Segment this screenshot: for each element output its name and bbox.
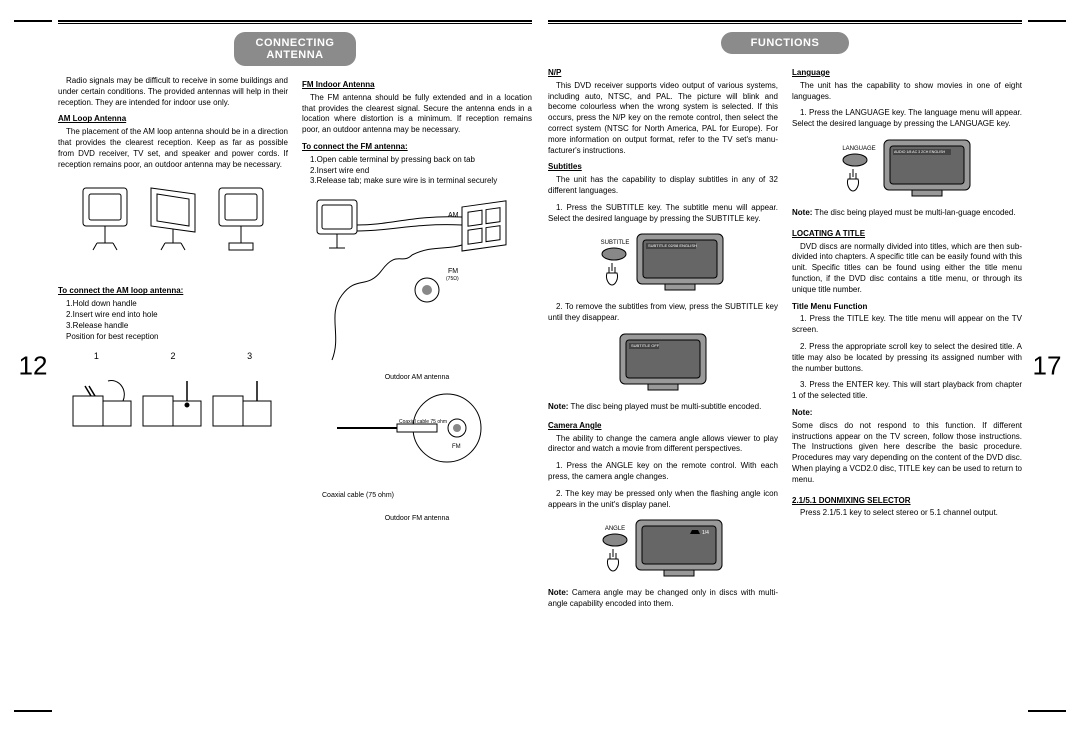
right-col1: N/P This DVD receiver supports video out… xyxy=(548,64,778,610)
step-numbers: 1 2 3 xyxy=(58,350,288,362)
sub-heading: Subtitles xyxy=(548,162,778,173)
left-page: 1 2 CONNECTINGANTENNA Radio signals may b… xyxy=(18,20,540,712)
right-header: FUNCTIONS xyxy=(721,32,850,54)
subtitle-tv-row: SUBTITLE SUBTITLE 02/08 ENGLISH xyxy=(548,232,778,294)
svg-text:FM: FM xyxy=(448,268,458,275)
conn-fm-heading: To connect the FM antenna: xyxy=(302,142,532,153)
angle-button-icon xyxy=(602,533,628,547)
note-heading: Note: xyxy=(792,408,1022,419)
fm-step3: 3.Release tab; make sure wire is in term… xyxy=(302,176,532,187)
left-header: CONNECTINGANTENNA xyxy=(234,32,357,66)
lang-t2: 1. Press the LANGUAGE key. The language … xyxy=(792,108,1022,130)
np-heading: N/P xyxy=(548,68,778,79)
sub-t2: 1. Press the SUBTITLE key. The subtitle … xyxy=(548,203,778,225)
top-rule xyxy=(58,20,532,24)
tm-t2: 2. Press the appropriate scroll key to s… xyxy=(792,342,1022,374)
np-text: This DVD receiver supports video output … xyxy=(548,81,778,157)
coax-cap: Coaxial cable (75 ohm) xyxy=(322,491,532,500)
am-heading: AM Loop Antenna xyxy=(58,114,288,125)
antenna-diagram: AM FM (75Ω) xyxy=(302,195,532,365)
subtitle-button-icon xyxy=(601,247,627,261)
angle-label: ANGLE xyxy=(602,525,628,533)
svg-text:AUDIO 1/8 AC 3 2CH ENGLISH: AUDIO 1/8 AC 3 2CH ENGLISH xyxy=(894,150,946,154)
tv-icon-2: SUBTITLE OFF xyxy=(618,332,708,394)
tm-t3: 3. Press the ENTER key. This will start … xyxy=(792,380,1022,402)
svg-text:AM: AM xyxy=(448,212,459,219)
svg-text:SUBTITLE 02/08 ENGLISH: SUBTITLE 02/08 ENGLISH xyxy=(648,243,697,248)
page-number-left: 12 xyxy=(14,351,52,382)
svg-text:FM: FM xyxy=(452,444,461,450)
don-heading: 2.1/5.1 DONMIXING SELECTOR xyxy=(792,496,1022,507)
subtitle-off-tv-row: SUBTITLE OFF xyxy=(548,332,778,394)
intro-text: Radio signals may be difficult to receiv… xyxy=(58,76,288,108)
cam-note: Note: Camera angle may be changed only i… xyxy=(548,588,778,610)
am-step2: 2.Insert wire end into hole xyxy=(58,310,288,321)
subtitle-label: SUBTITLE xyxy=(601,239,630,247)
am-text: The placement of the AM loop antenna sho… xyxy=(58,127,288,170)
sub-note-text: The disc being played must be multi-subt… xyxy=(571,402,762,411)
lang-note: Note: The disc being played must be mult… xyxy=(792,208,1022,219)
loc-text: DVD discs are normally divided into titl… xyxy=(792,242,1022,296)
am-step1: 1.Hold down handle xyxy=(58,299,288,310)
svg-text:SUBTITLE OFF: SUBTITLE OFF xyxy=(631,343,660,348)
am-loop-figure xyxy=(58,178,288,278)
am-steps-figure xyxy=(58,371,288,441)
step-n2: 2 xyxy=(170,350,175,362)
sub-t3: 2. To remove the subtitles from view, pr… xyxy=(548,302,778,324)
cam-t1: The ability to change the camera angle a… xyxy=(548,434,778,456)
tm-t1: 1. Press the TITLE key. The title menu w… xyxy=(792,314,1022,336)
lang-t1: The unit has the capability to show movi… xyxy=(792,81,1022,103)
fm-step1: 1.Open cable terminal by pressing back o… xyxy=(302,155,532,166)
page-number-right: 17 xyxy=(1028,351,1066,382)
left-header-l1: CONNECTING xyxy=(256,37,335,49)
sub-t1: The unit has the capability to display s… xyxy=(548,175,778,197)
am-step3: 3.Release handle xyxy=(58,321,288,332)
angle-tv-row: ANGLE 1/4 xyxy=(548,518,778,580)
outdoor-fm-figure: Coaxial cable 75 ohm FM xyxy=(302,393,532,483)
don-text: Press 2.1/5.1 key to select stereo or 5.… xyxy=(792,508,1022,519)
svg-text:(75Ω): (75Ω) xyxy=(446,276,459,282)
cam-t3: 2. The key may be pressed only when the … xyxy=(548,489,778,511)
sub-note: Note: The disc being played must be mult… xyxy=(548,402,778,413)
left-col1: Radio signals may be difficult to receiv… xyxy=(58,76,288,523)
language-button-icon xyxy=(842,153,868,167)
step-n1: 1 xyxy=(94,350,99,362)
tv-icon: SUBTITLE 02/08 ENGLISH xyxy=(635,232,725,294)
svg-text:1/4: 1/4 xyxy=(702,530,709,536)
tv-icon-4: AUDIO 1/8 AC 3 2CH ENGLISH xyxy=(882,138,972,200)
fm-text: The FM antenna should be fully extended … xyxy=(302,93,532,136)
hand-icon xyxy=(601,261,623,287)
svg-text:Coaxial cable 75 ohm: Coaxial cable 75 ohm xyxy=(399,419,447,425)
language-tv-row: LANGUAGE AUDIO 1/8 AC 3 2CH ENGLISH xyxy=(792,138,1022,200)
lang-heading: Language xyxy=(792,68,1022,79)
lang-note-text: The disc being played must be multi-lan-… xyxy=(815,208,1016,217)
fm-step2: 2.Insert wire end xyxy=(302,166,532,177)
cam-t2: 1. Press the ANGLE key on the remote con… xyxy=(548,461,778,483)
left-header-l2: ANTENNA xyxy=(266,49,323,61)
right-page: 17 FUNCTIONS N/P This DVD receiver suppo… xyxy=(540,20,1062,712)
top-rule-r xyxy=(548,20,1022,24)
hand-icon-3 xyxy=(842,167,864,193)
fm-heading: FM Indoor Antenna xyxy=(302,80,532,91)
conn-am-heading: To connect the AM loop antenna: xyxy=(58,286,288,297)
am-step4: Position for best reception xyxy=(58,332,288,343)
loc-heading: LOCATING A TITLE xyxy=(792,229,1022,240)
hand-icon-2 xyxy=(602,547,624,573)
step-n3: 3 xyxy=(247,350,252,362)
tm-heading: Title Menu Function xyxy=(792,302,1022,313)
cam-note-text: Camera angle may be changed only in disc… xyxy=(548,588,778,608)
out-am-cap: Outdoor AM antenna xyxy=(302,373,532,382)
cam-heading: Camera Angle xyxy=(548,421,778,432)
left-col2: FM Indoor Antenna The FM antenna should … xyxy=(302,76,532,523)
right-col2: Language The unit has the capability to … xyxy=(792,64,1022,610)
manual-spread: 12 CONNECTINGANTENNA Radio signals may b… xyxy=(0,0,1080,732)
note-text: Some discs do not respond to this functi… xyxy=(792,421,1022,486)
out-fm-cap: Outdoor FM antenna xyxy=(302,514,532,523)
tv-icon-3: 1/4 xyxy=(634,518,724,580)
language-label: LANGUAGE xyxy=(842,145,875,153)
